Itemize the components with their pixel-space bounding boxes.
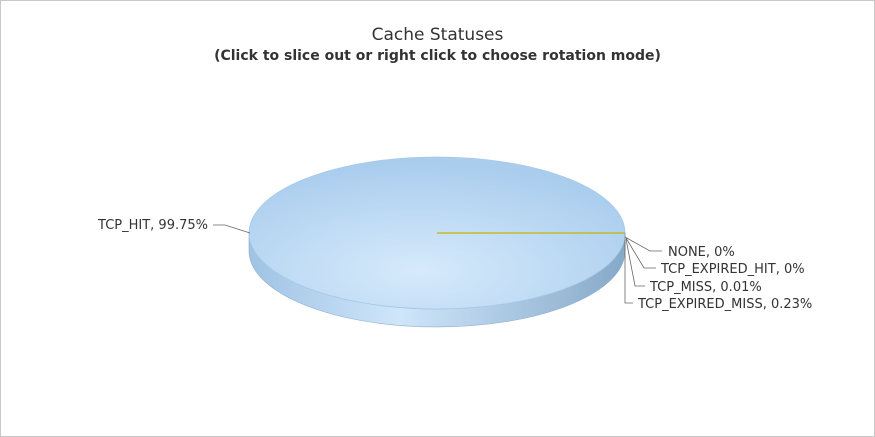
label-tcp-expired-miss-leader [624, 240, 633, 304]
chart-title: Cache Statuses [371, 25, 504, 45]
label-tcp-expired-hit: TCP_EXPIRED_HIT, 0% [660, 262, 805, 277]
label-none-leader [624, 236, 662, 252]
label-tcp-miss-leader [625, 238, 645, 287]
label-tcp-expired-hit-leader [625, 237, 656, 269]
label-tcp-hit: TCP_HIT, 99.75% [97, 218, 208, 233]
label-tcp-expired-miss: TCP_EXPIRED_MISS, 0.23% [637, 297, 812, 312]
label-none: NONE, 0% [668, 245, 735, 260]
chart-subtitle: (Click to slice out or right click to ch… [214, 48, 661, 64]
label-tcp-miss: TCP_MISS, 0.01% [649, 280, 762, 295]
label-tcp-hit-leader [213, 224, 251, 234]
